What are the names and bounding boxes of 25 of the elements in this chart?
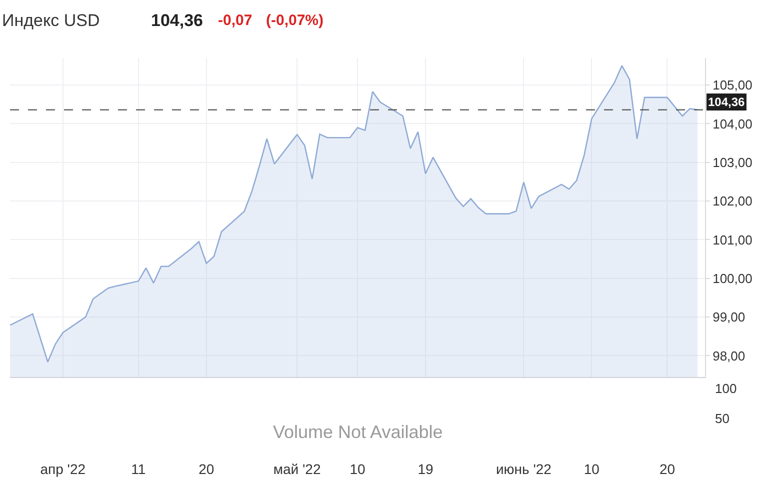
x-tick-label: 11 <box>131 460 146 477</box>
y-tick-label: 101,00 <box>712 232 752 248</box>
x-tick-label: 10 <box>584 460 600 477</box>
text: -0,07 <box>218 12 252 29</box>
y-tick-label: 105,00 <box>712 78 752 93</box>
y-tick-label: 104,00 <box>712 116 752 132</box>
x-tick-label: 19 <box>418 460 434 477</box>
text: 100 <box>715 381 737 396</box>
x-tick-label: май '22 <box>273 460 321 477</box>
x-tick-label: апр '22 <box>40 460 86 477</box>
text: (-0,07%) <box>266 12 324 29</box>
x-tick-label: июнь '22 <box>496 460 552 477</box>
y-tick-label: 102,00 <box>712 194 752 209</box>
x-tick-label: 20 <box>659 460 676 477</box>
chart-title: Индекс USD <box>2 11 100 30</box>
text: 104,36 <box>151 11 203 30</box>
y-tick-label: 103,00 <box>712 154 752 170</box>
x-tick-label: 20 <box>198 460 214 477</box>
text: 50 <box>715 411 730 426</box>
y-tick-label: 98,00 <box>712 348 746 364</box>
y-tick-label: 99,00 <box>712 310 746 325</box>
ref-line-label: 104,36 <box>708 95 746 109</box>
x-tick-label: 10 <box>350 460 366 477</box>
text: Volume Not Available <box>273 422 443 442</box>
y-tick-label: 100,00 <box>712 270 752 286</box>
